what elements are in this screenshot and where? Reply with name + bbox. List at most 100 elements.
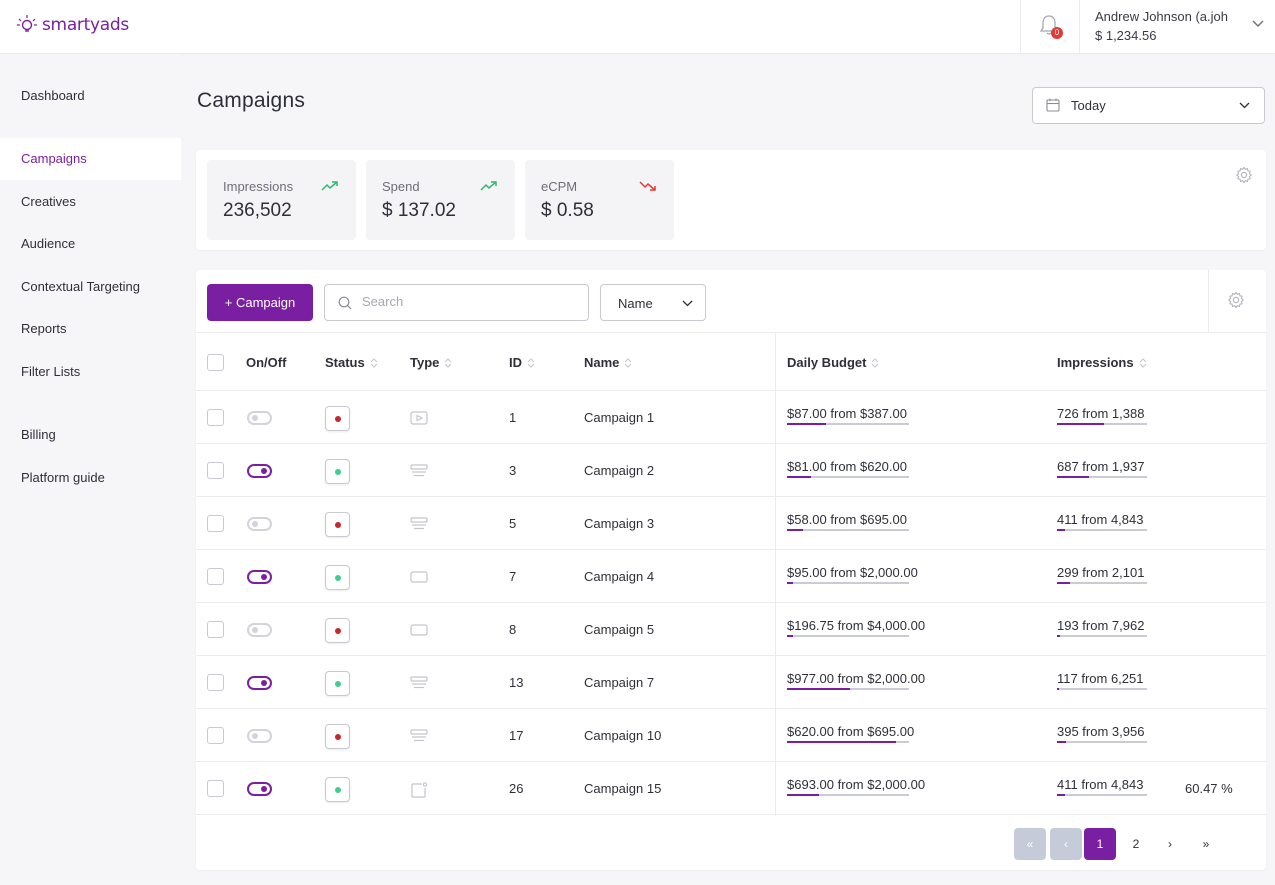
- status-indicator[interactable]: [325, 459, 350, 484]
- impressions-progress-bar: [1057, 794, 1147, 796]
- impressions-value: 687 from 1,937: [1057, 459, 1144, 474]
- column-header-type[interactable]: Type: [410, 355, 452, 370]
- column-divider: [775, 333, 776, 816]
- column-header-daily-budget[interactable]: Daily Budget: [787, 355, 879, 370]
- date-filter-label: Today: [1071, 98, 1106, 113]
- notification-badge: 0: [1051, 27, 1063, 39]
- campaign-name[interactable]: Campaign 4: [584, 569, 654, 584]
- column-header-label: Daily Budget: [787, 355, 866, 370]
- budget-progress-bar: [787, 423, 909, 425]
- top-bar: smartyads 0 Andrew Johnson (a.joh $ 1,23…: [0, 0, 1275, 54]
- status-dot: [335, 416, 341, 422]
- chevron-down-icon[interactable]: [1252, 20, 1264, 28]
- status-indicator[interactable]: [325, 512, 350, 537]
- sidebar-item-billing[interactable]: Billing: [21, 427, 56, 442]
- status-indicator[interactable]: [325, 565, 350, 590]
- row-checkbox[interactable]: [207, 409, 224, 426]
- campaign-toggle[interactable]: [247, 623, 272, 637]
- page-button-2[interactable]: 2: [1120, 828, 1152, 860]
- row-checkbox[interactable]: [207, 727, 224, 744]
- last-page-button[interactable]: »: [1190, 828, 1222, 860]
- gear-icon[interactable]: [1235, 166, 1253, 184]
- campaign-name[interactable]: Campaign 3: [584, 516, 654, 531]
- row-checkbox[interactable]: [207, 515, 224, 532]
- stat-impressions: Impressions 236,502: [207, 160, 356, 240]
- stat-name: Impressions: [223, 179, 293, 194]
- search-field-select[interactable]: Name: [600, 284, 706, 321]
- sidebar-item-platform-guide[interactable]: Platform guide: [21, 470, 105, 485]
- campaign-name[interactable]: Campaign 15: [584, 781, 661, 796]
- campaign-name[interactable]: Campaign 5: [584, 622, 654, 637]
- search-input[interactable]: [362, 294, 572, 309]
- divider: [196, 602, 1266, 603]
- toggle-knob: [252, 733, 258, 739]
- row-checkbox[interactable]: [207, 568, 224, 585]
- sidebar-item-campaigns[interactable]: Campaigns: [21, 151, 87, 166]
- impressions-progress-fill: [1057, 635, 1060, 637]
- column-header-status[interactable]: Status: [325, 355, 378, 370]
- campaign-name[interactable]: Campaign 2: [584, 463, 654, 478]
- sidebar-item-reports[interactable]: Reports: [21, 321, 67, 336]
- column-header-label: On/Off: [246, 355, 286, 370]
- sidebar-item-creatives[interactable]: Creatives: [21, 194, 76, 209]
- select-all-checkbox[interactable]: [207, 354, 224, 371]
- status-indicator[interactable]: [325, 777, 350, 802]
- row-checkbox[interactable]: [207, 462, 224, 479]
- sidebar-item-contextual-targeting[interactable]: Contextual Targeting: [21, 279, 140, 294]
- campaign-toggle[interactable]: [247, 411, 272, 425]
- daily-budget-value: $95.00 from $2,000.00: [787, 565, 918, 580]
- date-filter-select[interactable]: Today: [1032, 87, 1265, 124]
- impressions-value: 726 from 1,388: [1057, 406, 1144, 421]
- divider: [196, 655, 1266, 656]
- search-box[interactable]: [324, 284, 589, 321]
- status-indicator[interactable]: [325, 724, 350, 749]
- daily-budget-value: $58.00 from $695.00: [787, 512, 907, 527]
- chevron-down-icon: [1239, 102, 1250, 109]
- prev-page-button[interactable]: ‹: [1050, 828, 1082, 860]
- campaign-toggle[interactable]: [247, 570, 272, 584]
- logo[interactable]: smartyads: [16, 14, 129, 36]
- toggle-knob: [261, 468, 267, 474]
- first-page-button[interactable]: «: [1014, 828, 1046, 860]
- sidebar-item-filter-lists[interactable]: Filter Lists: [21, 364, 80, 379]
- campaign-name[interactable]: Campaign 7: [584, 675, 654, 690]
- divider: [196, 549, 1266, 550]
- campaign-toggle[interactable]: [247, 729, 272, 743]
- budget-progress-bar: [787, 688, 909, 690]
- campaign-toggle[interactable]: [247, 676, 272, 690]
- sidebar-item-dashboard[interactable]: Dashboard: [21, 88, 85, 103]
- page-button-1[interactable]: 1: [1084, 828, 1116, 860]
- daily-budget-value: $620.00 from $695.00: [787, 724, 914, 739]
- search-field-label: Name: [618, 296, 653, 311]
- impressions-value: 411 from 4,843: [1057, 512, 1143, 527]
- column-header-impressions[interactable]: Impressions: [1057, 355, 1147, 370]
- column-header-label: Status: [325, 355, 365, 370]
- add-campaign-button[interactable]: + Campaign: [207, 284, 313, 321]
- divider: [196, 390, 1266, 391]
- notifications-button[interactable]: 0: [1020, 0, 1080, 54]
- status-indicator[interactable]: [325, 671, 350, 696]
- impressions-progress-bar: [1057, 423, 1147, 425]
- next-page-button[interactable]: ›: [1154, 828, 1186, 860]
- stat-name: eCPM: [541, 179, 577, 194]
- campaign-toggle[interactable]: [247, 517, 272, 531]
- sidebar-item-audience[interactable]: Audience: [21, 236, 75, 251]
- budget-progress-fill: [787, 635, 793, 637]
- column-header-id[interactable]: ID: [509, 355, 535, 370]
- campaign-name[interactable]: Campaign 1: [584, 410, 654, 425]
- user-menu[interactable]: Andrew Johnson (a.joh $ 1,234.56: [1095, 9, 1228, 43]
- logo-text: smartyads: [42, 15, 129, 35]
- gear-icon[interactable]: [1227, 291, 1245, 309]
- campaign-id: 26: [509, 781, 523, 796]
- campaign-toggle[interactable]: [247, 464, 272, 478]
- column-header-name[interactable]: Name: [584, 355, 632, 370]
- row-checkbox[interactable]: [207, 621, 224, 638]
- stats-card: Impressions 236,502 Spend $ 137.02 eCPM …: [196, 150, 1266, 250]
- row-checkbox[interactable]: [207, 780, 224, 797]
- row-checkbox[interactable]: [207, 674, 224, 691]
- status-indicator[interactable]: [325, 406, 350, 431]
- status-indicator[interactable]: [325, 618, 350, 643]
- push-icon: [410, 782, 428, 801]
- campaign-name[interactable]: Campaign 10: [584, 728, 661, 743]
- campaign-toggle[interactable]: [247, 782, 272, 796]
